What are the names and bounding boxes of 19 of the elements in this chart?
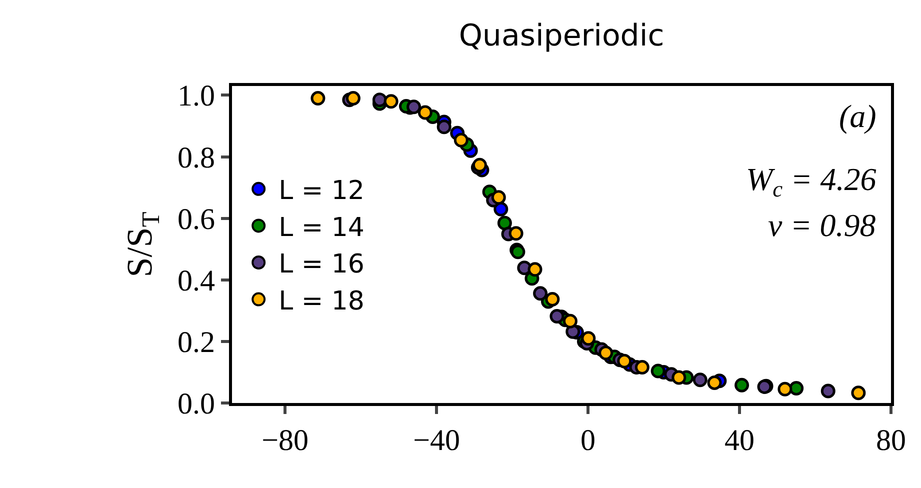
chart-title: Quasiperiodic: [458, 18, 664, 54]
x-tick-label: −40: [413, 424, 460, 457]
x-tick-label: 0: [580, 424, 596, 457]
annotation: W$_{c}$ = 4.26: [746, 161, 876, 202]
y-tick-label: 0.6: [178, 202, 215, 236]
y-tick-label: 1.0: [178, 80, 215, 113]
y-tick-label: 0.0: [178, 388, 215, 420]
legend-label: L = 16: [278, 250, 364, 280]
legend-label: L = 18: [278, 286, 364, 316]
x-tick-label: 80: [876, 424, 906, 457]
y-tick-label: 0.4: [178, 264, 215, 298]
legend-label: L = 12: [278, 176, 364, 206]
y-tick-label: 0.8: [178, 141, 215, 174]
y-tick-label: 0.2: [178, 326, 215, 359]
x-tick-label: −80: [262, 424, 308, 457]
x-tick-label: 40: [724, 424, 755, 457]
annotation: ν = 0.98: [768, 207, 876, 243]
annotation: (a): [839, 98, 876, 134]
legend-label: L = 14: [278, 212, 364, 243]
